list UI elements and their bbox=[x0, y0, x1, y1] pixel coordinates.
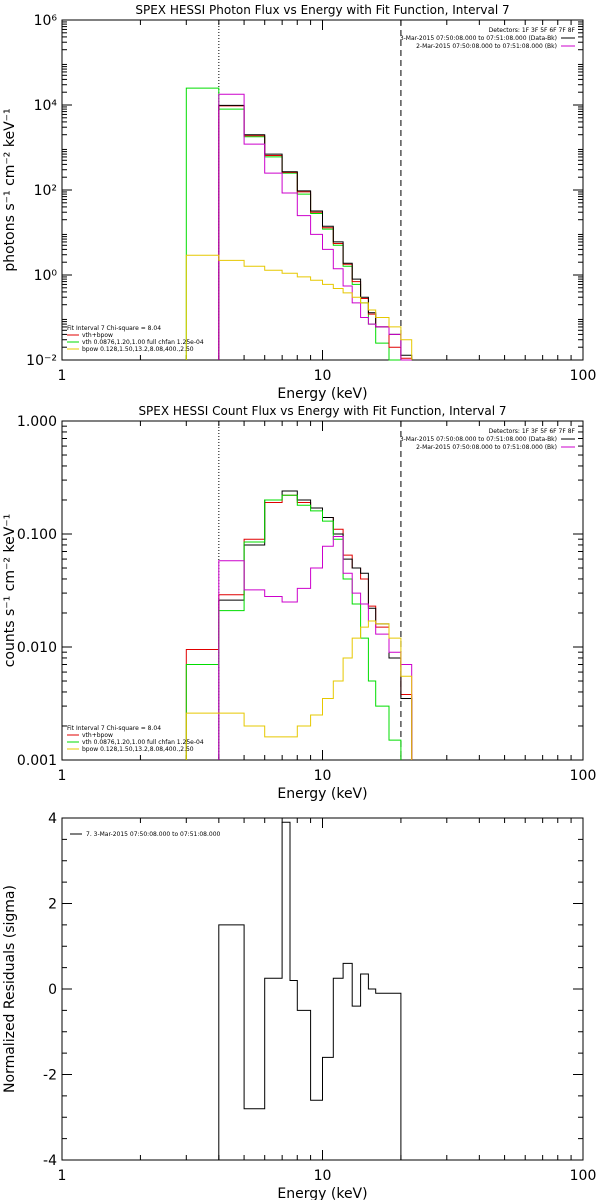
legend-label: 2-Mar-2015 07:50:08.000 to 07:51:08.000 … bbox=[416, 444, 557, 451]
y-tick-label: 0.100 bbox=[17, 527, 57, 543]
legend-label: 2-Mar-2015 07:50:08.000 to 07:51:08.000 … bbox=[416, 43, 557, 50]
x-axis-label: Energy (keV) bbox=[277, 386, 367, 402]
y-axis-label: counts s⁻¹ cm⁻² keV⁻¹ bbox=[2, 514, 18, 668]
x-axis-label: Energy (keV) bbox=[277, 1186, 367, 1200]
y-tick-label: 10² bbox=[34, 183, 57, 199]
legend-label: 3-Mar-2015 07:50:08.000 to 07:51:08.000 … bbox=[400, 35, 557, 42]
legend-header: Detectors: 1F 3F 5F 6F 7F 8F bbox=[489, 27, 576, 34]
y-tick-label: -4 bbox=[43, 1153, 57, 1169]
legend-header: Detectors: 1F 3F 5F 6F 7F 8F bbox=[489, 428, 576, 435]
legend-header: Fit Interval 7 Chi-square = 8.04 bbox=[67, 325, 161, 332]
series-step-bk bbox=[218, 536, 413, 760]
panel-photon: SPEX HESSI Photon Flux vs Energy with Fi… bbox=[2, 3, 596, 402]
series-step-bpow bbox=[185, 620, 413, 760]
x-axis-label: Energy (keV) bbox=[277, 786, 367, 802]
y-tick-label: 0.001 bbox=[17, 753, 57, 769]
x-tick-label: 10 bbox=[314, 1168, 332, 1184]
series-step-total bbox=[185, 494, 413, 760]
legend-label: vth 0.0876,1.20,1.00 full chfan 1.25e-04 bbox=[82, 739, 204, 746]
x-tick-label: 10 bbox=[314, 768, 332, 784]
panel-count: SPEX HESSI Count Flux vs Energy with Fit… bbox=[2, 404, 596, 802]
y-axis-label: photons s⁻¹ cm⁻² keV⁻¹ bbox=[2, 108, 18, 271]
legend-label: vth+bpow bbox=[82, 332, 113, 339]
legend-label: vth+bpow bbox=[82, 732, 113, 739]
y-tick-label: 4 bbox=[48, 811, 57, 827]
y-tick-label: 0.010 bbox=[17, 640, 57, 656]
panel-residuals: 1 10 100 -4 -2 0 2 4 Energy (keV) Normalized Resi… bbox=[2, 811, 597, 1202]
y-axis-label: Normalized Residuals (sigma) bbox=[2, 885, 18, 1093]
x-tick-label: 100 bbox=[570, 368, 597, 384]
legend-header: Fit Interval 7 Chi-square = 8.04 bbox=[67, 725, 161, 732]
plot-frame bbox=[61, 817, 584, 1161]
chart-title: SPEX HESSI Count Flux vs Energy with Fit… bbox=[138, 404, 506, 418]
legend-label: 7. 3-Mar-2015 07:50:08.000 to 07:51:08.0… bbox=[86, 831, 221, 838]
chart-title: SPEX HESSI Photon Flux vs Energy with Fi… bbox=[135, 3, 509, 17]
y-tick-label: 10⁻² bbox=[26, 353, 57, 369]
x-tick-label: 10 bbox=[314, 368, 332, 384]
x-tick-label: 1 bbox=[58, 1168, 67, 1184]
y-tick-label: 1.000 bbox=[17, 414, 57, 430]
x-tick-label: 100 bbox=[570, 768, 597, 784]
y-tick-label: 10⁴ bbox=[34, 98, 58, 114]
legend-label: vth 0.0876,1.20,1.00 full chfan 1.25e-04 bbox=[82, 339, 204, 346]
y-tick-label: -2 bbox=[43, 1068, 57, 1084]
y-tick-label: 10⁰ bbox=[34, 268, 58, 284]
series-step-bk bbox=[218, 93, 412, 361]
y-tick-label: 2 bbox=[48, 897, 57, 913]
series-step-data bbox=[218, 104, 413, 360]
y-tick-label: 10⁶ bbox=[34, 13, 58, 29]
legend-label: 3-Mar-2015 07:50:08.000 to 07:51:08.000 … bbox=[400, 436, 557, 443]
series-step-data bbox=[218, 490, 413, 760]
series-step-vth bbox=[185, 494, 402, 760]
y-tick-label: 0 bbox=[48, 982, 57, 998]
series-step-bpow bbox=[185, 254, 413, 360]
series-step-data bbox=[218, 821, 402, 1160]
x-tick-label: 100 bbox=[570, 1168, 597, 1184]
legend-label: bpow 0.128,1.50,13.2,8.08,400.,2.50 bbox=[82, 346, 194, 353]
legend-label: bpow 0.128,1.50,13.2,8.08,400.,2.50 bbox=[82, 746, 194, 753]
x-tick-label: 1 bbox=[58, 768, 67, 784]
x-tick-label: 1 bbox=[58, 368, 67, 384]
plot-frame bbox=[61, 19, 584, 361]
